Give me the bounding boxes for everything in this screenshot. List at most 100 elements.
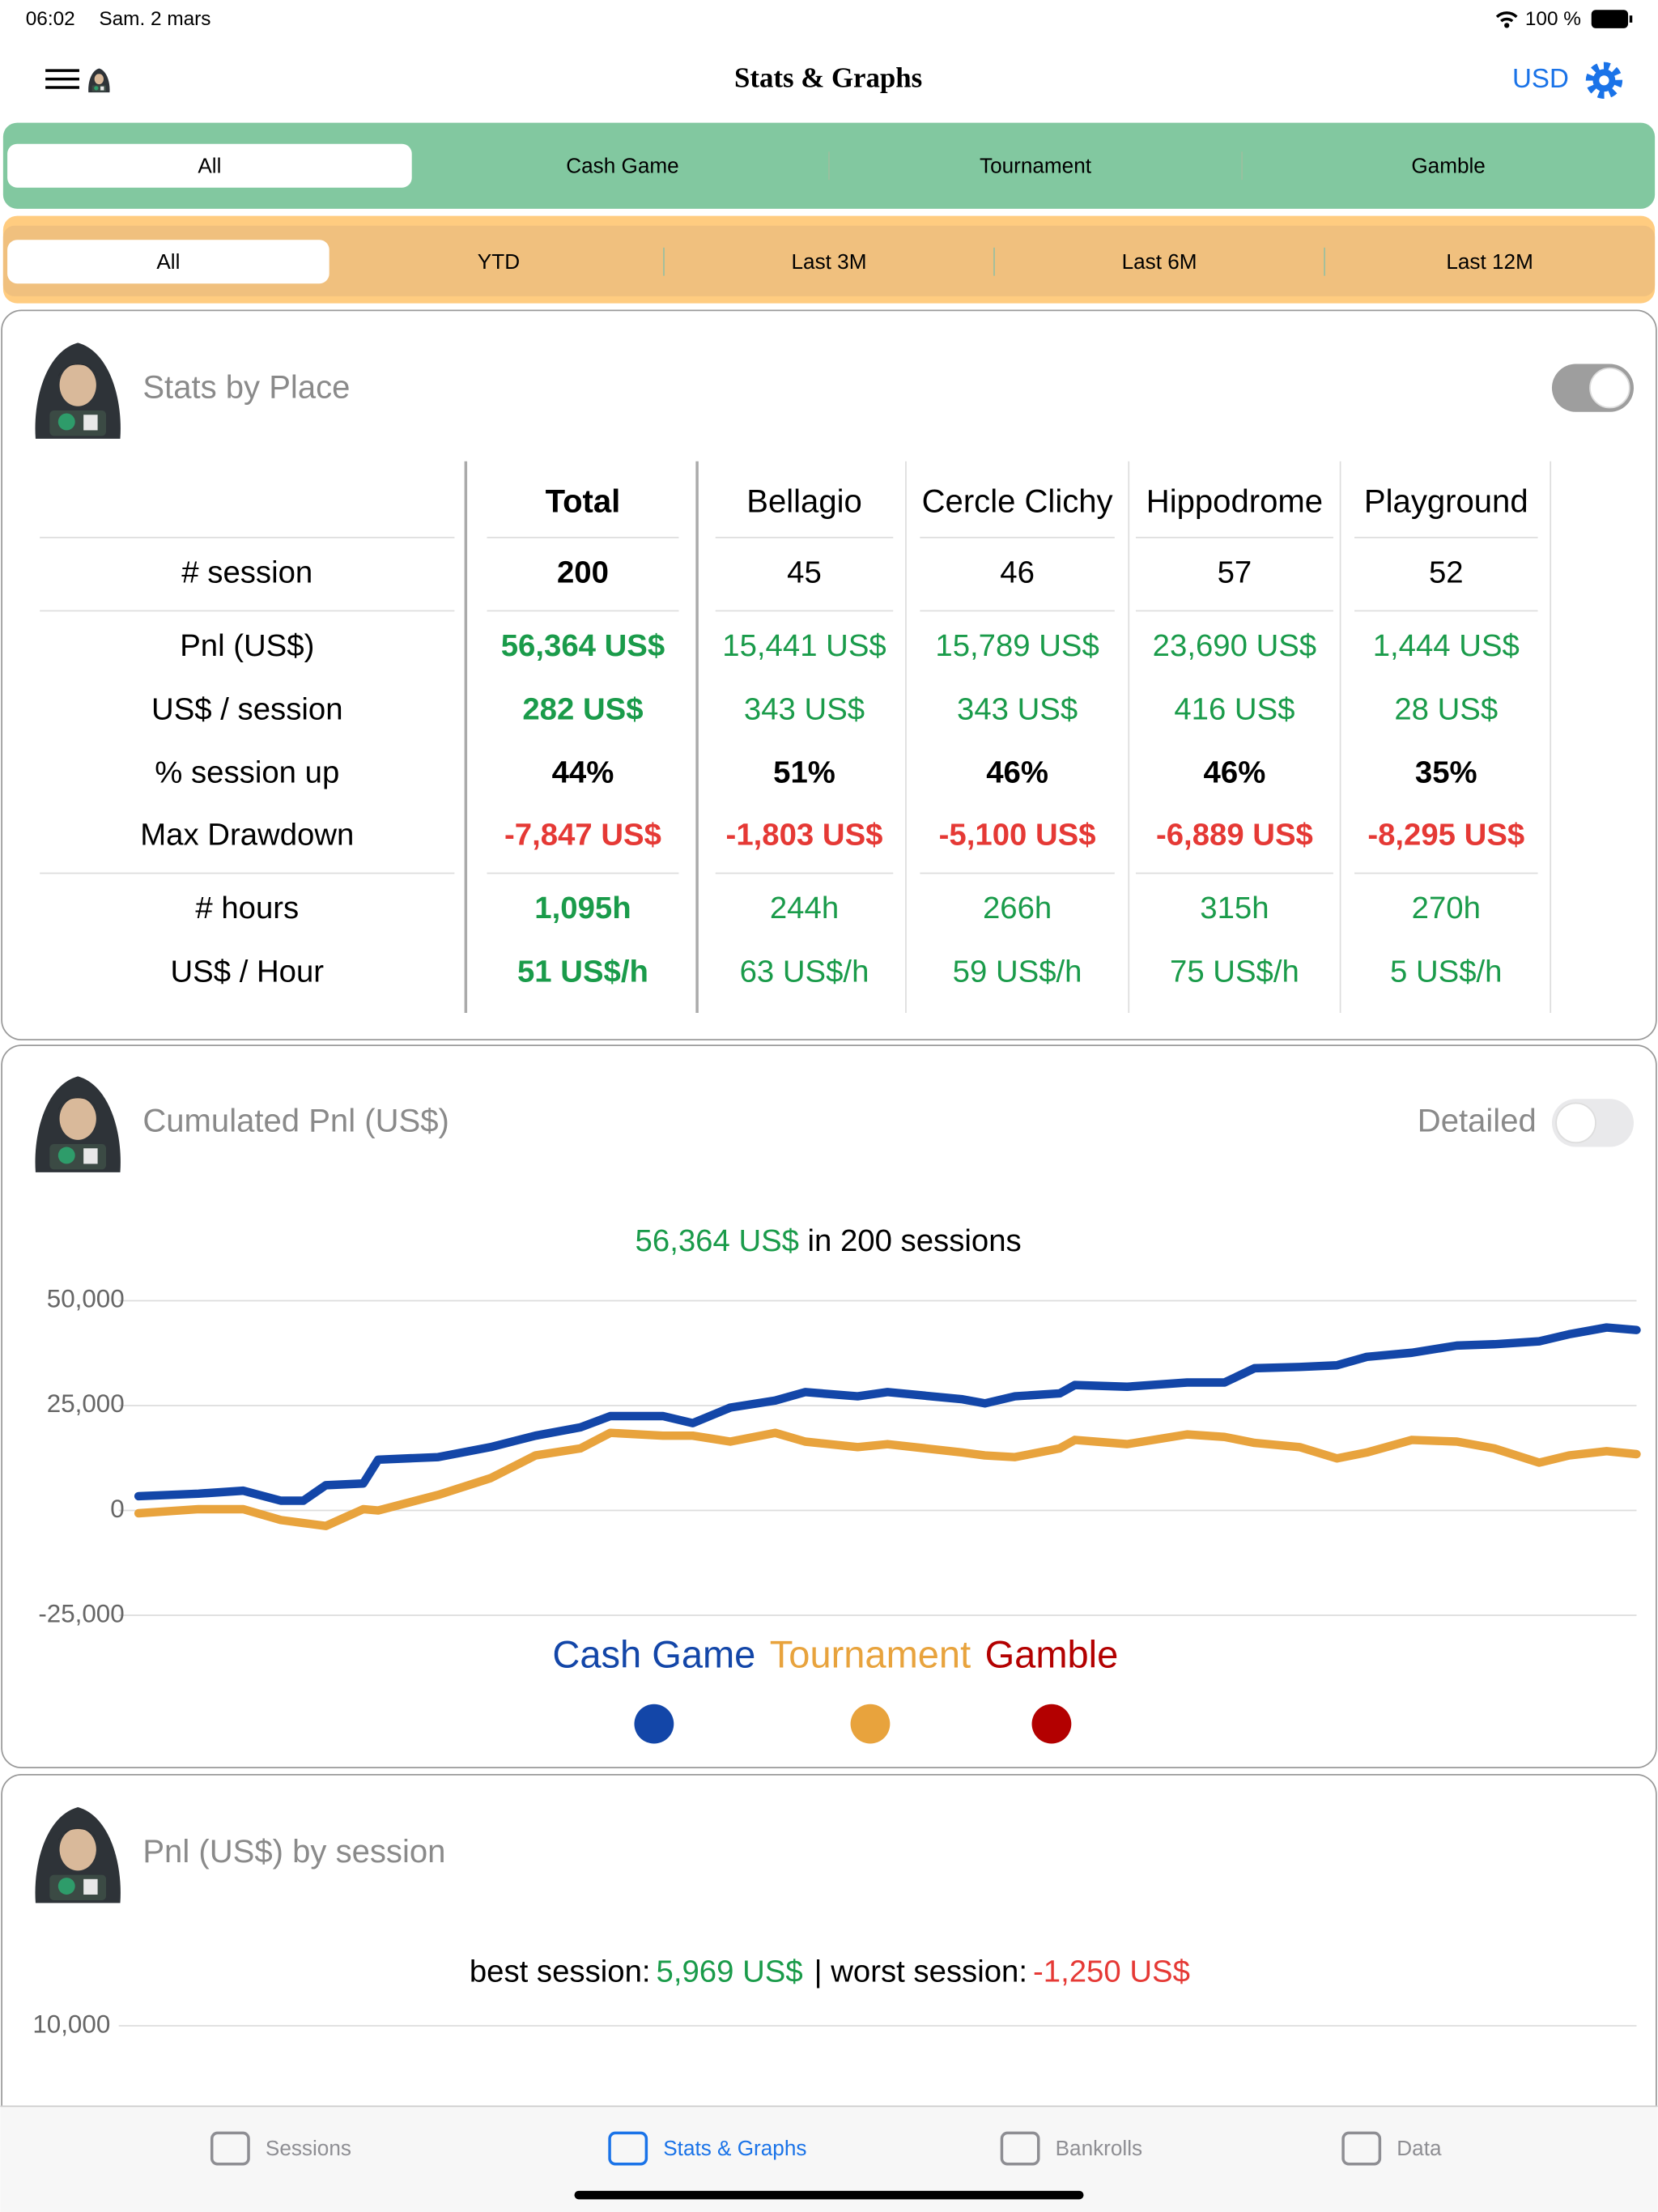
cell-value: 46 bbox=[1000, 555, 1035, 589]
cell-value: 315h bbox=[1200, 891, 1269, 925]
row-label: # session bbox=[181, 555, 312, 589]
cell-value: 46% bbox=[1204, 755, 1266, 790]
cell-value: 270h bbox=[1412, 891, 1481, 925]
row-label: US$ / session bbox=[151, 691, 342, 726]
segment-option[interactable]: Last 3M bbox=[792, 249, 867, 274]
legend-label[interactable]: Gamble bbox=[985, 1633, 1119, 1676]
segment-option[interactable]: Last 6M bbox=[1122, 249, 1197, 274]
nav-title: Stats & Graphs bbox=[734, 62, 922, 93]
card-title: Stats by Place bbox=[142, 369, 350, 405]
column-header: Playground bbox=[1364, 484, 1528, 520]
cell-value: 244h bbox=[770, 891, 839, 925]
cell-value: 15,789 US$ bbox=[935, 628, 1099, 663]
tab-label: Stats & Graphs bbox=[663, 2136, 806, 2160]
legend-dot[interactable] bbox=[1031, 1704, 1072, 1744]
segment-selected bbox=[7, 143, 412, 188]
cell-value: 59 US$/h bbox=[953, 954, 1082, 989]
cell-value: -7,847 US$ bbox=[504, 817, 661, 852]
battery-tip bbox=[1629, 15, 1633, 23]
detailed-toggle[interactable] bbox=[1551, 1099, 1635, 1147]
legend-dot[interactable] bbox=[850, 1704, 891, 1744]
column-header: Hippodrome bbox=[1146, 484, 1323, 520]
tab-icon bbox=[210, 2131, 250, 2166]
series-line bbox=[134, 1428, 1641, 1530]
cell-value: 63 US$/h bbox=[740, 954, 869, 989]
segment-option[interactable]: All bbox=[156, 249, 180, 274]
battery-label: 100 % bbox=[1525, 8, 1581, 30]
cell-value: 56,364 US$ bbox=[501, 628, 665, 663]
tab-item[interactable]: Bankrolls bbox=[1000, 2131, 1142, 2166]
cell-value: 200 bbox=[557, 555, 609, 589]
tab-item[interactable]: Stats & Graphs bbox=[608, 2131, 806, 2166]
tab-item[interactable]: Data bbox=[1341, 2131, 1442, 2166]
cell-value: -6,889 US$ bbox=[1156, 817, 1313, 852]
tab-icon bbox=[1000, 2131, 1040, 2166]
tab-icon bbox=[608, 2131, 648, 2166]
y-tick-label: 25,000 bbox=[47, 1389, 125, 1418]
home-indicator bbox=[574, 2190, 1084, 2200]
card-title: Pnl (US$) by session bbox=[142, 1834, 445, 1870]
currency-button[interactable]: USD bbox=[1512, 64, 1569, 94]
cell-value: 343 US$ bbox=[957, 691, 1078, 726]
segment-option[interactable]: All bbox=[198, 153, 221, 177]
chart-card bbox=[1, 1044, 1657, 1769]
row-label: Max Drawdown bbox=[140, 817, 354, 852]
segment-option[interactable]: Last 12M bbox=[1446, 249, 1533, 274]
worst-value: -1,250 US$ bbox=[1033, 1955, 1190, 1989]
column-header: Bellagio bbox=[746, 484, 862, 520]
tab-label: Data bbox=[1397, 2136, 1442, 2160]
legend: Cash Game Tournament Gamble bbox=[552, 1633, 1118, 1676]
wifi-icon bbox=[1495, 11, 1518, 23]
status-date: Sam. 2 mars bbox=[99, 8, 210, 30]
cell-value: 57 bbox=[1218, 555, 1252, 589]
chart-subtitle: 56,364 US$ in 200 sessions bbox=[636, 1223, 1022, 1258]
segment-option[interactable]: Gamble bbox=[1411, 153, 1485, 177]
legend-dot[interactable] bbox=[634, 1704, 674, 1744]
cell-value: 51% bbox=[773, 755, 835, 790]
cell-value: 5 US$/h bbox=[1390, 954, 1503, 989]
segment-selected bbox=[7, 240, 329, 284]
card-title: Cumulated Pnl (US$) bbox=[142, 1103, 449, 1138]
settings-button[interactable] bbox=[1585, 62, 1623, 99]
tab-item[interactable]: Sessions bbox=[210, 2131, 351, 2166]
status-time: 06:02 bbox=[26, 8, 75, 30]
cell-value: -5,100 US$ bbox=[939, 817, 1096, 852]
session-subtitle: best session: 5,969 US$ | worst session: -1… bbox=[470, 1955, 1190, 1989]
series-line bbox=[134, 1323, 1641, 1505]
row-label: US$ / Hour bbox=[170, 954, 324, 989]
wifi-dot bbox=[1504, 23, 1510, 28]
y-tick-label: 50,000 bbox=[47, 1285, 125, 1313]
cell-value: 416 US$ bbox=[1174, 691, 1295, 726]
cell-value: 15,441 US$ bbox=[722, 628, 886, 663]
cell-value: 75 US$/h bbox=[1170, 954, 1299, 989]
menu-button[interactable] bbox=[45, 68, 110, 93]
segment-option[interactable]: Cash Game bbox=[566, 153, 678, 177]
row-label: % session up bbox=[155, 755, 339, 790]
legend-label[interactable]: Tournament bbox=[770, 1633, 971, 1676]
cell-value: 46% bbox=[986, 755, 1048, 790]
segment-option[interactable]: Tournament bbox=[980, 153, 1092, 177]
subtitle-text: in 200 sessions bbox=[807, 1223, 1021, 1258]
cell-value: -1,803 US$ bbox=[726, 817, 883, 852]
cell-value: 45 bbox=[787, 555, 822, 589]
cell-value: 343 US$ bbox=[744, 691, 865, 726]
place-toggle[interactable] bbox=[1551, 364, 1635, 412]
legend-label[interactable]: Cash Game bbox=[552, 1633, 755, 1676]
cell-value: 28 US$ bbox=[1394, 691, 1498, 726]
period-filter-inner bbox=[2, 225, 1656, 296]
toggle-label: Detailed bbox=[1418, 1103, 1537, 1138]
toggle-knob bbox=[1555, 1102, 1596, 1144]
cell-value: 1,444 US$ bbox=[1373, 628, 1520, 663]
segment-option[interactable]: YTD bbox=[478, 249, 520, 274]
cell-value: 35% bbox=[1415, 755, 1477, 790]
cell-value: 51 US$/h bbox=[517, 954, 648, 989]
y-tick-label: 10,000 bbox=[32, 2010, 110, 2038]
subtitle-value: 56,364 US$ bbox=[636, 1223, 799, 1258]
column-header: Cercle Clichy bbox=[922, 484, 1113, 520]
cell-value: 266h bbox=[983, 891, 1052, 925]
column-header: Total bbox=[546, 484, 621, 520]
tab-label: Sessions bbox=[266, 2136, 351, 2160]
y-tick-label: 0 bbox=[110, 1495, 124, 1523]
